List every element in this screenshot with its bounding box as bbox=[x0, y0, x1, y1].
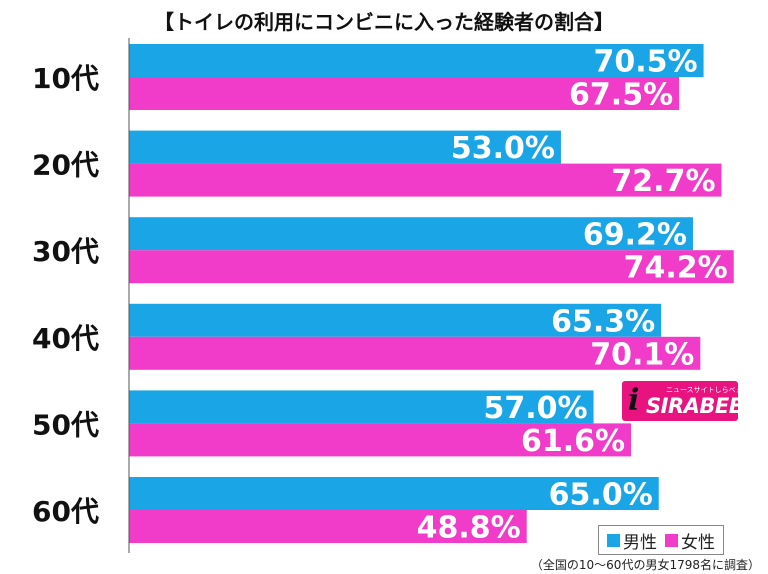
value-label-female: 74.2% bbox=[624, 251, 728, 286]
value-label-female: 72.7% bbox=[611, 164, 715, 199]
legend-item-female: 女性 bbox=[665, 528, 715, 553]
bar-female bbox=[129, 250, 734, 284]
bar-female bbox=[129, 423, 632, 457]
bar-female bbox=[129, 336, 701, 370]
legend-label-female: 女性 bbox=[681, 532, 715, 553]
logo-mark-icon: i bbox=[628, 383, 640, 418]
value-label-female: 48.8% bbox=[417, 511, 521, 546]
value-label-female: 70.1% bbox=[590, 337, 694, 372]
category-label: 10代 bbox=[32, 62, 99, 95]
bar-male bbox=[129, 390, 594, 424]
chart-legend: 男性 女性 bbox=[598, 525, 724, 555]
legend-label-male: 男性 bbox=[623, 532, 657, 553]
sirabee-logo: i ニュースサイトしらべぇ SIRABEE bbox=[622, 381, 738, 421]
value-label-female: 61.6% bbox=[521, 424, 625, 459]
bar-male bbox=[129, 44, 704, 77]
bar-male bbox=[129, 217, 693, 251]
bar-female bbox=[129, 77, 680, 110]
legend-swatch-female bbox=[665, 533, 678, 547]
bar-female bbox=[129, 510, 527, 543]
bar-male bbox=[129, 303, 662, 337]
bar-female bbox=[129, 163, 722, 197]
value-label-male: 53.0% bbox=[451, 131, 555, 166]
category-label: 60代 bbox=[32, 495, 99, 528]
logo-name: SIRABEE bbox=[646, 394, 738, 418]
value-label-female: 67.5% bbox=[569, 78, 673, 113]
survey-note: （全国の10～60代の男女1798名に調査） bbox=[530, 558, 760, 572]
value-label-male: 69.2% bbox=[583, 218, 687, 253]
chart-title: 【トイレの利用にコンビニに入った経験者の割合】 bbox=[154, 10, 614, 34]
legend-swatch-male bbox=[607, 533, 620, 547]
logo-subtitle: ニュースサイトしらべぇ bbox=[666, 386, 738, 394]
bar-male bbox=[129, 130, 561, 164]
category-label: 40代 bbox=[32, 322, 99, 355]
category-label: 20代 bbox=[32, 149, 99, 182]
value-label-male: 57.0% bbox=[483, 391, 587, 426]
value-label-male: 65.3% bbox=[551, 304, 655, 339]
category-label: 30代 bbox=[32, 235, 99, 268]
value-label-male: 70.5% bbox=[593, 45, 697, 80]
value-label-male: 65.0% bbox=[549, 478, 653, 513]
category-label: 50代 bbox=[32, 408, 99, 441]
legend-item-male: 男性 bbox=[607, 528, 657, 553]
bar-male bbox=[129, 477, 659, 510]
